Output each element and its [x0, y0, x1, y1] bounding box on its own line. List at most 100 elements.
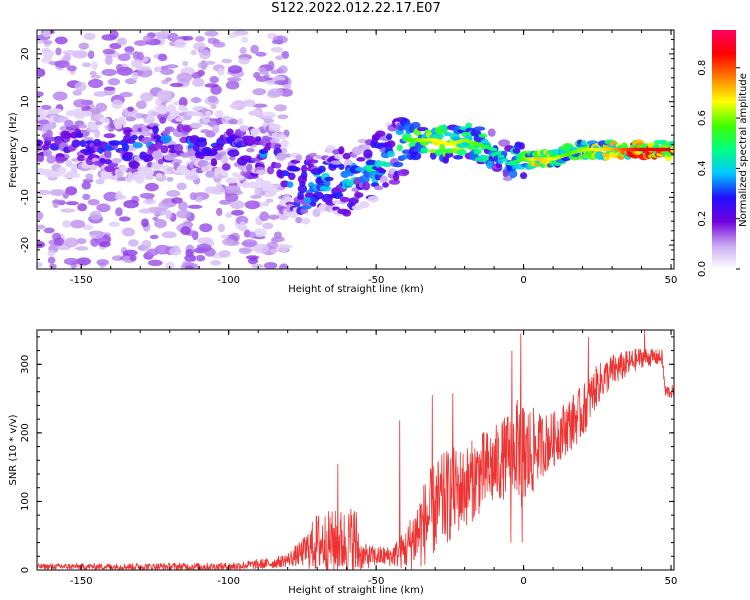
ridge-blob — [79, 139, 87, 148]
noise-speckle — [95, 102, 108, 112]
noise-speckle — [123, 199, 139, 209]
noise-speckle — [193, 42, 206, 51]
spectrogram-x-tick-label: -100 — [217, 275, 240, 286]
ridge-blob — [440, 124, 448, 132]
ridge-blob — [386, 140, 396, 148]
snr-frame — [36, 329, 675, 571]
noise-speckle — [189, 192, 197, 201]
ridge-blob — [374, 130, 386, 138]
ridge-blob — [210, 158, 218, 167]
ridge-blob — [265, 142, 273, 149]
noise-speckle — [141, 239, 152, 250]
ridge-blob — [55, 156, 68, 162]
noise-speckle — [279, 263, 289, 269]
noise-speckle — [166, 190, 181, 197]
noise-speckle — [131, 59, 143, 68]
ridge-blob — [309, 201, 317, 207]
noise-speckle — [161, 231, 177, 239]
ridge-blob — [78, 124, 88, 129]
noise-speckle — [85, 173, 94, 181]
noise-speckle — [91, 60, 98, 71]
ridge-blob — [508, 169, 518, 179]
snr-y-tick-label: 100 — [20, 492, 31, 511]
noise-speckle — [267, 88, 284, 97]
ridge-blob — [323, 180, 331, 187]
noise-speckle — [224, 184, 241, 194]
noise-speckle — [204, 83, 219, 88]
noise-speckle — [194, 195, 203, 203]
noise-speckle — [221, 58, 233, 64]
ridge-blob — [297, 194, 305, 201]
ridge-blob — [334, 153, 345, 160]
noise-speckle — [187, 204, 203, 209]
noise-speckle — [178, 97, 188, 107]
ridge-blob — [205, 130, 216, 138]
noise-speckle — [51, 199, 66, 204]
ridge-blob — [336, 191, 343, 198]
ridge-blob — [276, 152, 287, 161]
ridge-blob — [203, 156, 214, 161]
noise-speckle — [82, 224, 94, 231]
noise-speckle — [270, 69, 280, 75]
noise-speckle — [239, 46, 247, 55]
noise-speckle — [224, 192, 239, 202]
ridge-blob — [452, 154, 464, 160]
ridge-blob — [80, 110, 93, 117]
snr-x-tick-label: 50 — [665, 576, 678, 587]
ridge-blob — [57, 167, 67, 175]
noise-speckle — [176, 209, 192, 219]
noise-speckle — [197, 61, 209, 69]
noise-speckle — [149, 234, 159, 240]
spectrogram-x-tick-label: -50 — [368, 275, 384, 286]
noise-speckle — [195, 36, 205, 42]
ridge-blob — [359, 201, 370, 209]
ridge-blob — [157, 158, 164, 165]
noise-speckle — [199, 223, 213, 233]
noise-speckle — [147, 259, 163, 267]
ridge-blob — [103, 149, 112, 158]
noise-speckle — [253, 243, 270, 254]
ridge-blob — [392, 161, 404, 168]
noise-speckle — [212, 41, 226, 48]
ridge-blob — [140, 130, 150, 136]
noise-speckle — [89, 230, 104, 239]
noise-speckle — [239, 221, 247, 230]
ridge-blob — [487, 128, 496, 137]
ridge-blob — [173, 143, 184, 152]
noise-speckle — [182, 35, 194, 41]
ridge-blob — [373, 185, 384, 191]
ridge-blob — [246, 181, 259, 189]
page-title: S122.2022.012.22.17.E07 — [271, 1, 441, 16]
ridge-blob — [166, 167, 174, 172]
noise-speckle — [216, 182, 223, 192]
ridge-blob — [160, 145, 169, 154]
ridge-blob — [205, 110, 212, 118]
noise-speckle — [62, 220, 71, 228]
ridge-blob — [443, 131, 452, 137]
ridge-blob — [374, 159, 383, 168]
noise-speckle — [43, 227, 55, 234]
noise-speckle — [204, 186, 219, 194]
noise-speckle — [263, 201, 270, 207]
noise-speckle — [162, 199, 172, 204]
noise-speckle — [276, 244, 289, 253]
noise-speckle — [167, 32, 179, 42]
spectrogram-y-tick-label: 20 — [20, 48, 31, 61]
noise-speckle — [228, 32, 238, 39]
noise-speckle — [254, 186, 261, 197]
noise-speckle — [37, 189, 51, 196]
ridge-blob — [155, 172, 163, 179]
noise-speckle — [154, 244, 171, 255]
noise-speckle — [277, 114, 289, 120]
snr-x-tick-label: -150 — [70, 576, 93, 587]
ridge-blob — [124, 151, 134, 158]
noise-speckle — [166, 176, 174, 182]
colorbar-tick-label: 0.6 — [697, 110, 708, 126]
ridge-blob — [279, 199, 287, 207]
spectrogram-x-tick-label: 50 — [665, 275, 678, 286]
ridge-blob — [498, 139, 511, 147]
noise-speckle — [278, 65, 288, 74]
noise-speckle — [165, 77, 172, 82]
noise-speckle — [169, 82, 184, 88]
noise-speckle — [268, 214, 280, 220]
